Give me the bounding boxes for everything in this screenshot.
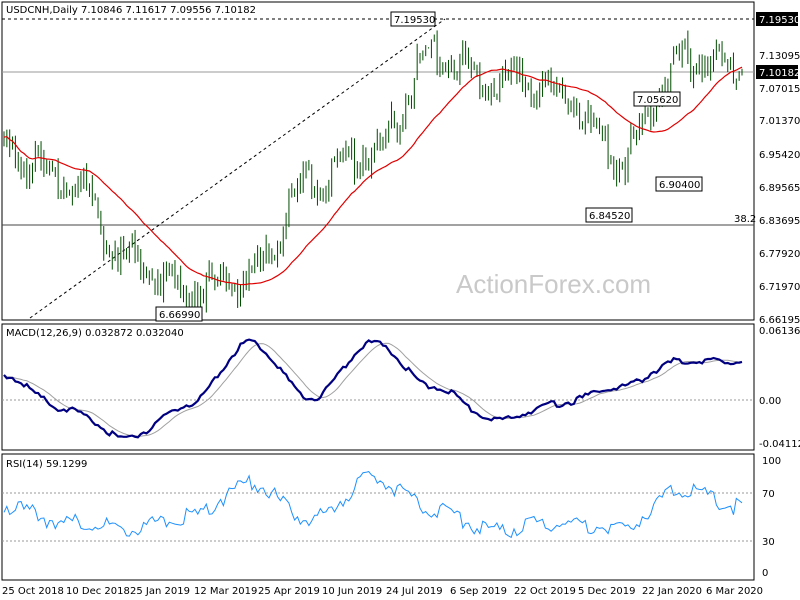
price-axis-label: 6.95420: [759, 150, 800, 161]
callout-high: 7.19530: [390, 11, 436, 27]
callout-690400: 6.90400: [655, 176, 703, 192]
rsi-header: RSI(14) 59.1299: [6, 459, 87, 470]
callout-684520-text: 6.84520: [589, 211, 630, 222]
price-axis-label: 7.19530: [759, 15, 800, 26]
callout-666990-text: 6.66990: [159, 310, 200, 321]
watermark: ActionForex.com: [456, 269, 651, 299]
callout-690400-text: 6.90400: [659, 180, 700, 191]
rsi-axis-label: 70: [762, 489, 775, 500]
date-label: 10 Dec 2018: [66, 586, 130, 597]
date-label: 6 Mar 2020: [706, 586, 763, 597]
current-price-box: [756, 65, 798, 79]
macd-line: [3, 338, 743, 439]
date-label: 25 Apr 2019: [258, 586, 320, 597]
date-label: 12 Mar 2019: [194, 586, 257, 597]
price-axis-label: 6.89565: [759, 183, 800, 194]
price-axis-label: 7.01370: [759, 116, 800, 127]
date-label: 22 Jan 2020: [642, 586, 702, 597]
macd-header: MACD(12,26,9) 0.032872 0.032040: [6, 328, 184, 339]
macd-axis-label: 0.00: [759, 396, 781, 407]
price-axis-label: 6.77920: [759, 249, 800, 260]
fib-label: 38.2: [734, 214, 756, 225]
price-axis: 7.19530 7.13095 7.10182 7.07015 7.01370 …: [756, 12, 800, 326]
macd-axis-label: -0.041124: [759, 439, 800, 450]
date-label: 6 Sep 2019: [450, 586, 507, 597]
date-label: 22 Oct 2019: [514, 586, 576, 597]
rsi-panel: [1, 453, 755, 581]
rsi-axis-label: 100: [762, 456, 781, 467]
callout-684520: 6.84520: [585, 207, 633, 223]
price-axis-label: 7.07015: [759, 84, 800, 95]
date-label: 10 Jun 2019: [322, 586, 382, 597]
callout-high-text: 7.19530: [394, 15, 435, 26]
rsi-axis-label: 30: [762, 537, 775, 548]
rsi-axis-label: 0: [762, 568, 768, 579]
price-axis-label: 6.83695: [759, 216, 800, 227]
price-axis-label: 7.10182: [759, 68, 800, 79]
moving-average-line: [3, 66, 743, 286]
macd-signal-line: [3, 342, 743, 437]
price-axis-label: 7.13095: [759, 51, 800, 62]
price-axis-label: 6.71970: [759, 282, 800, 293]
callout-666990: 6.66990: [155, 306, 203, 322]
macd-axis: 0.061363 0.00 -0.041124: [759, 326, 800, 450]
high-price-box: [756, 12, 798, 26]
rsi-line: [3, 471, 743, 539]
price-axis-label: 6.66195: [759, 315, 800, 326]
date-label: 25 Jan 2019: [130, 586, 190, 597]
date-label: 25 Oct 2018: [2, 586, 64, 597]
price-panel: [1, 1, 755, 321]
date-label: 24 Jul 2019: [386, 586, 443, 597]
callout-705620-text: 7.05620: [637, 95, 678, 106]
rsi-axis: 100 70 30 0: [762, 456, 781, 579]
macd-panel: [1, 323, 755, 451]
callout-705620: 7.05620: [633, 91, 681, 107]
trendline: [29, 18, 446, 319]
date-axis: 25 Oct 2018 10 Dec 2018 25 Jan 2019 12 M…: [2, 586, 763, 597]
price-header: USDCNH,Daily 7.10846 7.11617 7.09556 7.1…: [6, 5, 256, 16]
date-label: 5 Dec 2019: [578, 586, 636, 597]
macd-axis-label: 0.061363: [759, 326, 800, 337]
price-bars: [3, 30, 743, 317]
